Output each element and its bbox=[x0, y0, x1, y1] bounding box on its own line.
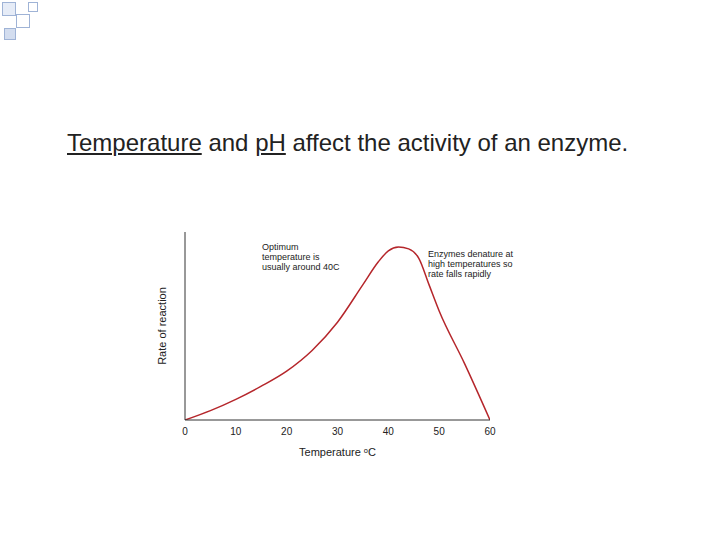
svg-text:40: 40 bbox=[383, 426, 395, 437]
svg-text:60: 60 bbox=[484, 426, 496, 437]
svg-text:30: 30 bbox=[332, 426, 344, 437]
html-text:Optimum temperature is usually: Optimum temperature is usually around 40… bbox=[262, 242, 340, 272]
svg-text:Temperature ᵒC: Temperature ᵒC bbox=[299, 446, 376, 458]
svg-text:Rate of reaction: Rate of reaction bbox=[156, 287, 168, 365]
svg-text:20: 20 bbox=[281, 426, 293, 437]
svg-text:10: 10 bbox=[230, 426, 242, 437]
svg-text:50: 50 bbox=[434, 426, 446, 437]
html-text:Temperature and pH affect the: Temperature and pH affect the activity o… bbox=[67, 129, 629, 156]
svg-text:0: 0 bbox=[182, 426, 188, 437]
html-text:Enzymes denature at high tempe: Enzymes denature at high temperatures so… bbox=[428, 249, 514, 279]
